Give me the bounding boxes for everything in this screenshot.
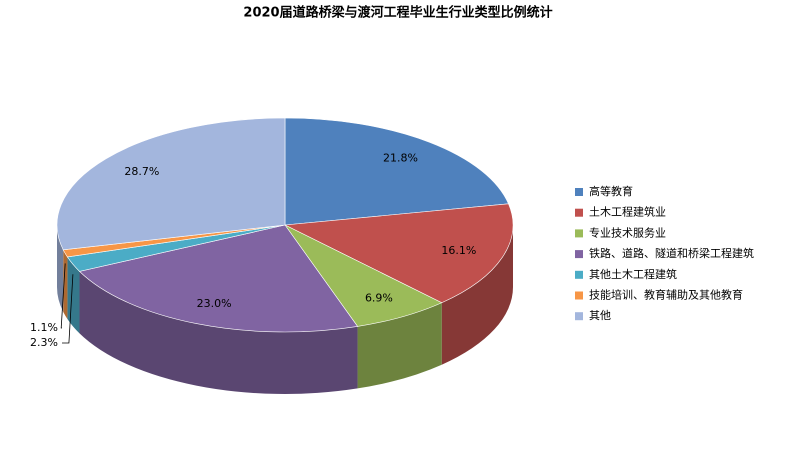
data-label: 16.1% — [441, 244, 476, 257]
legend-label: 技能培训、教育辅助及其他教育 — [589, 288, 743, 302]
legend-label: 其他土木工程建筑 — [589, 267, 677, 281]
legend-label: 专业技术服务业 — [589, 225, 666, 239]
legend-swatch — [575, 291, 583, 300]
slice — [78, 224, 359, 333]
legend-label: 高等教育 — [589, 184, 633, 198]
legend-label: 土木工程建筑业 — [589, 205, 666, 219]
slice — [284, 117, 509, 226]
data-label: 1.1% — [30, 321, 58, 334]
slice — [56, 117, 286, 251]
data-label: 23.0% — [197, 297, 232, 310]
data-label: 21.8% — [383, 152, 418, 165]
legend-swatch — [575, 250, 583, 259]
legend-swatch — [575, 208, 583, 217]
leader-line — [60, 263, 66, 329]
leader-line — [62, 274, 74, 344]
data-label: 6.9% — [365, 291, 393, 304]
slice-side — [357, 302, 442, 389]
data-label: 2.3% — [30, 336, 58, 349]
slice-side — [79, 271, 358, 394]
slice-side — [441, 225, 513, 365]
legend-label: 其他 — [589, 309, 611, 322]
slice-side — [63, 249, 68, 319]
legend-swatch — [575, 229, 583, 238]
legend-swatch — [575, 312, 583, 321]
legend-swatch — [575, 188, 583, 196]
legend-label: 铁路、道路、隧道和桥梁工程建筑 — [589, 246, 754, 260]
data-label: 28.7% — [124, 165, 159, 178]
slice — [283, 203, 514, 304]
chart-title: 2020届道路桥梁与渡河工程毕业生行业类型比例统计 — [243, 5, 552, 21]
legend-swatch — [575, 270, 583, 279]
